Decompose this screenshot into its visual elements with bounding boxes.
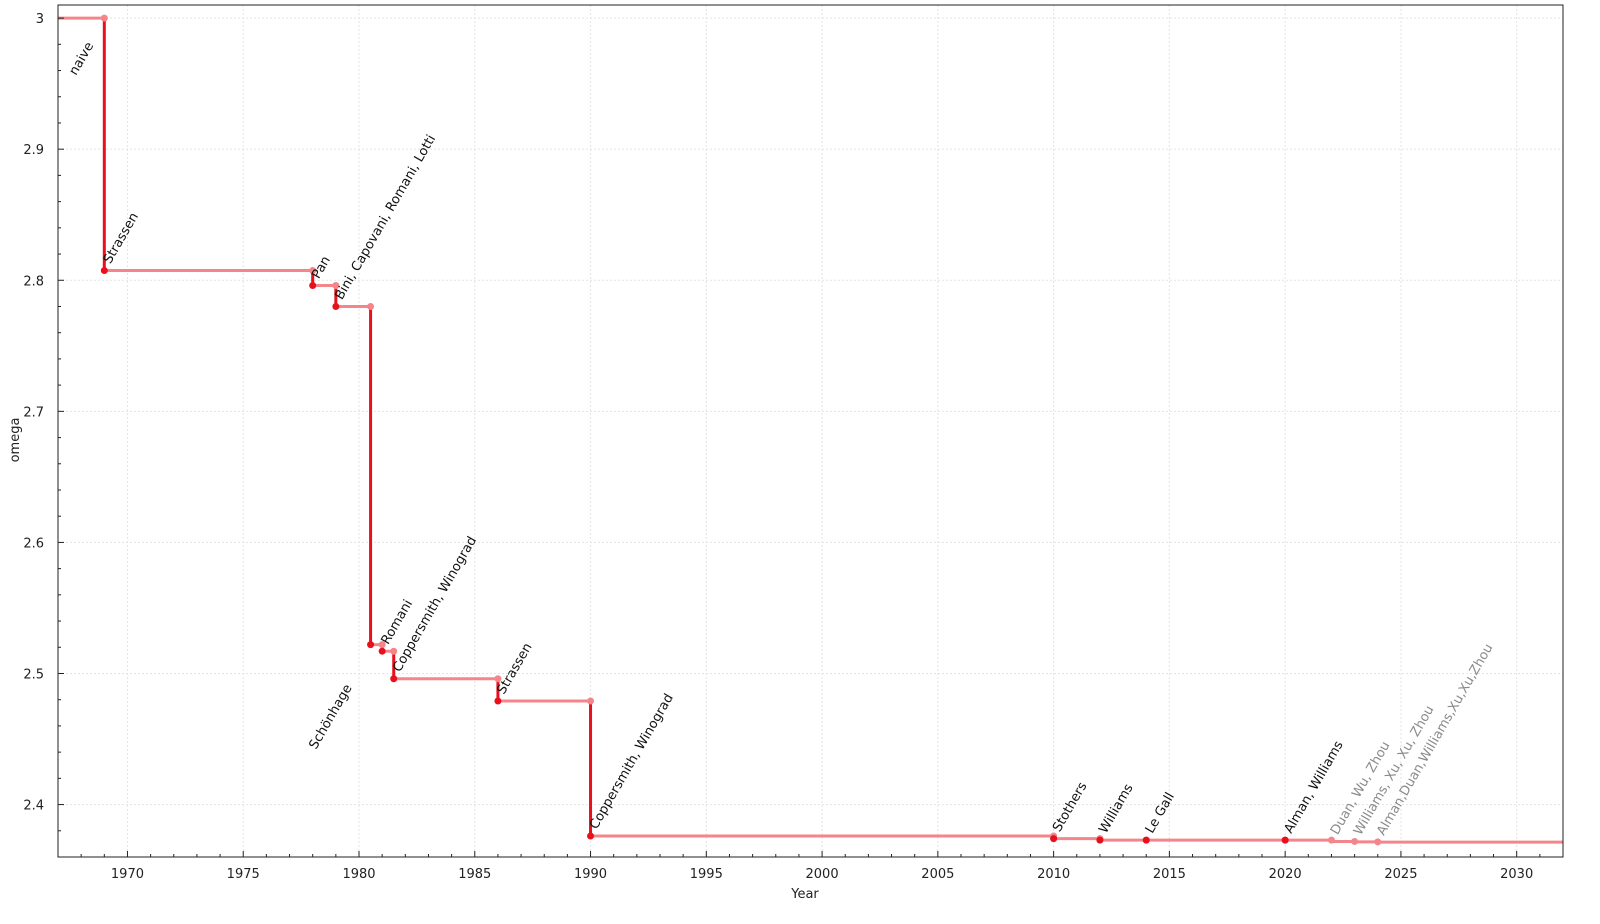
grid	[58, 5, 1563, 857]
point-label: Strassen	[494, 641, 535, 697]
y-tick-label: 2.9	[23, 143, 44, 158]
x-tick-label: 1970	[111, 867, 144, 882]
point-label: Alman,Duan,Williams,Xu,Xu,Zhou	[1374, 641, 1496, 838]
y-tick-label: 2.8	[23, 274, 44, 289]
point-label: Bini, Capovani, Romani, Lotti	[332, 133, 439, 303]
y-tick-label: 3	[36, 12, 44, 27]
previous-record-point	[1327, 836, 1335, 844]
point-label: Coppersmith, Winograd	[587, 691, 677, 832]
point-label: naive	[66, 40, 97, 78]
x-axis-label: Year	[790, 887, 819, 902]
x-tick-label: 2000	[806, 867, 839, 882]
x-tick-label: 1990	[574, 867, 607, 882]
previous-record-point	[1351, 837, 1359, 845]
record-point	[1281, 836, 1289, 844]
point-label: Strassen	[101, 210, 142, 266]
record-point	[100, 267, 108, 275]
point-label: Le Gall	[1143, 790, 1178, 836]
previous-record-point	[1374, 838, 1382, 846]
record-point	[1050, 835, 1058, 843]
previous-record-point	[332, 282, 340, 290]
plot-frame	[57, 4, 1564, 858]
record-point	[494, 697, 502, 705]
point-label: Williams	[1096, 781, 1136, 836]
x-tick-label: 2020	[1269, 867, 1302, 882]
record-point	[1096, 836, 1104, 844]
x-tick-label: 2005	[921, 867, 954, 882]
record-point	[332, 302, 340, 310]
record-point	[378, 647, 386, 655]
previous-record-point	[390, 647, 398, 655]
record-point	[367, 641, 375, 649]
previous-record-point	[378, 641, 386, 649]
record-point	[309, 282, 317, 290]
x-tick-label: 1975	[227, 867, 260, 882]
previous-record-point	[494, 675, 502, 683]
previous-record-point	[309, 267, 317, 275]
series	[58, 14, 1563, 846]
record-point	[1142, 836, 1150, 844]
x-tick-label: 1985	[458, 867, 491, 882]
record-point	[587, 832, 595, 840]
x-tick-label: 2030	[1500, 867, 1533, 882]
x-tick-label: 1980	[342, 867, 375, 882]
axes: 1970 1975 1980 1985 1990 1995 2000 2005 2010 2015…	[23, 4, 1564, 882]
previous-record-point	[100, 14, 108, 22]
y-tick-label: 2.7	[23, 405, 44, 420]
previous-record-point	[587, 697, 595, 705]
x-tick-label: 2025	[1384, 867, 1417, 882]
y-tick-label: 2.5	[23, 667, 44, 682]
y-tick-label: 2.4	[23, 799, 44, 814]
previous-record-point	[367, 302, 375, 310]
point-label: Schönhage	[306, 682, 355, 752]
point-label: Stothers	[1050, 780, 1090, 835]
x-tick-label: 2010	[1037, 867, 1070, 882]
record-point	[390, 675, 398, 683]
x-tick-label: 1995	[690, 867, 723, 882]
y-tick-label: 2.6	[23, 536, 44, 551]
x-tick-label: 2015	[1153, 867, 1186, 882]
y-axis-label: omega	[8, 418, 23, 463]
